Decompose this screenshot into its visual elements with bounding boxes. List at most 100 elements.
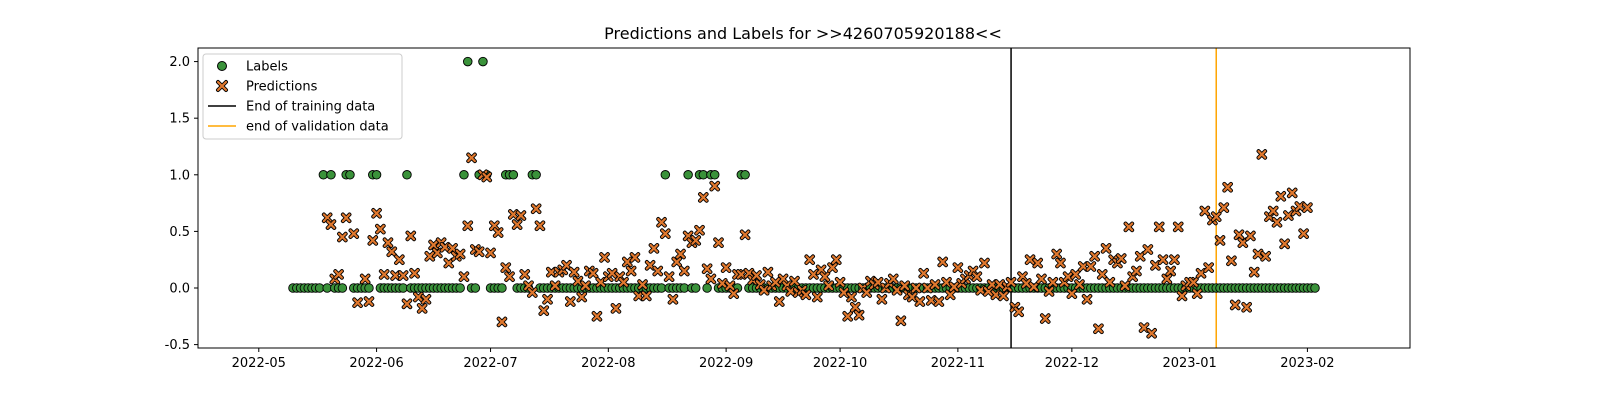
prediction-point — [758, 284, 770, 296]
prediction-point — [413, 291, 424, 303]
prediction-point — [333, 269, 344, 280]
prediction-point — [1260, 251, 1271, 262]
prediction-point — [1066, 288, 1078, 299]
prediction-point — [454, 248, 466, 260]
label-point — [463, 56, 473, 67]
prediction-point — [1081, 294, 1093, 305]
prediction-point — [724, 280, 736, 292]
prediction-point — [352, 297, 363, 309]
label-point — [1310, 283, 1320, 293]
prediction-point — [546, 266, 557, 278]
prediction-point — [386, 246, 398, 258]
prediction-point — [819, 271, 831, 282]
y-tick-label: 2.0 — [169, 55, 190, 70]
prediction-point — [637, 279, 648, 290]
prediction-point — [382, 237, 394, 249]
prediction-point — [1267, 205, 1279, 217]
prediction-point — [682, 230, 694, 242]
plot-area — [197, 47, 1411, 349]
prediction-point — [633, 290, 645, 302]
x-tick-label: 2022-12 — [1045, 356, 1099, 371]
label-point — [402, 170, 412, 180]
label-point — [459, 170, 469, 180]
prediction-point — [933, 296, 945, 307]
prediction-point — [1028, 281, 1040, 293]
predictions-series — [321, 149, 1313, 339]
prediction-point — [416, 303, 428, 314]
prediction-point — [397, 270, 409, 281]
legend-box — [202, 53, 403, 140]
prediction-point — [986, 279, 998, 290]
prediction-point — [842, 311, 853, 322]
prediction-point — [1271, 217, 1283, 228]
prediction-point — [561, 260, 572, 271]
prediction-point — [538, 305, 550, 316]
prediction-point — [667, 294, 679, 305]
prediction-point — [1100, 243, 1112, 254]
prediction-point — [698, 192, 709, 203]
prediction-point — [530, 203, 542, 215]
prediction-point — [492, 227, 504, 238]
prediction-point — [1203, 262, 1214, 273]
prediction-point — [618, 277, 629, 288]
y-tick-label: 1.5 — [169, 112, 190, 127]
prediction-point — [523, 280, 534, 292]
prediction-point — [367, 235, 379, 246]
prediction-point — [1256, 149, 1268, 160]
label-point — [345, 170, 355, 180]
prediction-point — [899, 280, 910, 292]
prediction-point — [625, 265, 637, 277]
x-tick-label: 2022-10 — [813, 356, 867, 371]
prediction-point — [1119, 280, 1131, 292]
prediction-point — [394, 254, 405, 265]
prediction-point — [906, 291, 918, 303]
prediction-point — [375, 223, 386, 235]
prediction-point — [511, 219, 523, 230]
x-tick-label: 2022-08 — [581, 356, 635, 371]
prediction-point — [622, 256, 633, 268]
prediction-point — [644, 260, 656, 271]
prediction-point — [1017, 271, 1028, 282]
prediction-point — [929, 279, 941, 290]
prediction-point — [785, 286, 797, 297]
prediction-point — [508, 209, 519, 220]
prediction-point — [565, 296, 576, 307]
prediction-point — [944, 289, 956, 301]
y-tick-label: 1.0 — [169, 168, 190, 183]
y-tick-label: 0.0 — [169, 282, 190, 297]
prediction-point — [1020, 278, 1032, 289]
legend-validation-text: end of validation data — [246, 120, 389, 135]
prediction-point — [1237, 237, 1249, 249]
prediction-point — [1039, 313, 1051, 324]
label-point — [660, 170, 671, 180]
prediction-point — [462, 220, 474, 232]
legend-labels-marker — [217, 61, 227, 71]
prediction-point — [918, 267, 929, 279]
prediction-point — [656, 217, 667, 228]
prediction-point — [1248, 266, 1260, 278]
prediction-point — [641, 290, 652, 302]
prediction-point — [432, 247, 443, 259]
prediction-point — [830, 254, 842, 265]
x-tick-label: 2022-06 — [349, 356, 403, 371]
prediction-point — [1210, 211, 1222, 222]
prediction-point — [774, 296, 785, 307]
label-point — [337, 283, 348, 293]
prediction-point — [1233, 229, 1245, 241]
prediction-point — [914, 296, 926, 307]
prediction-point — [861, 287, 872, 298]
label-point — [709, 170, 720, 180]
prediction-point — [1013, 306, 1024, 318]
prediction-point — [1074, 279, 1085, 290]
prediction-point — [994, 279, 1005, 290]
prediction-point — [401, 298, 413, 310]
prediction-point — [1085, 261, 1097, 272]
prediction-point — [500, 262, 512, 273]
label-point — [690, 283, 701, 293]
prediction-point — [466, 152, 477, 164]
prediction-point — [1283, 210, 1294, 221]
legend-training-text: End of training data — [246, 100, 375, 115]
prediction-point — [443, 257, 455, 269]
prediction-point — [736, 269, 747, 280]
prediction-point — [1241, 301, 1252, 313]
